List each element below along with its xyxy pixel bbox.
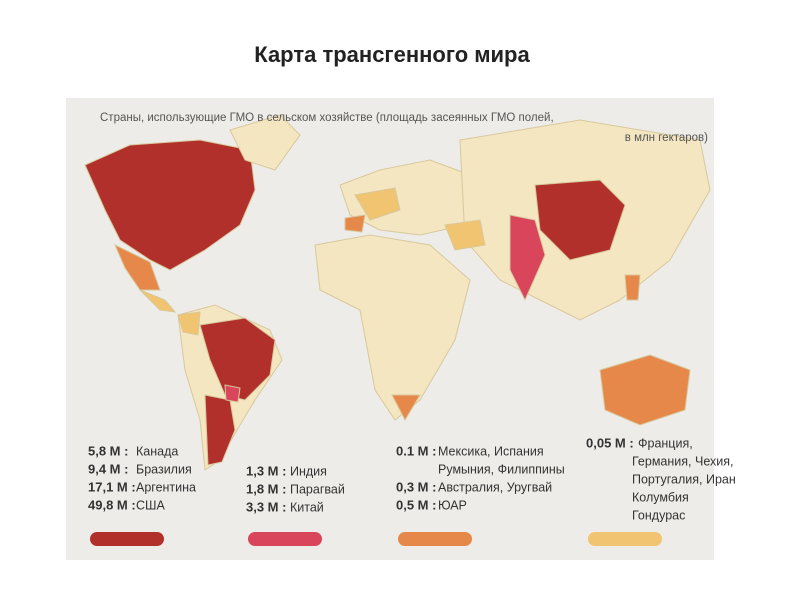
legend-countries: Румыния, Филиппины xyxy=(438,462,565,476)
legend-countries: Парагвай xyxy=(290,482,345,496)
legend-amount: 9,4 M : xyxy=(88,461,128,476)
legend-countries: Канада xyxy=(136,444,178,458)
paraguay xyxy=(224,384,241,403)
legend-countries: ЮАР xyxy=(438,498,467,512)
legend-countries: США xyxy=(136,498,165,512)
legend-swatch xyxy=(90,532,164,546)
legend-swatch xyxy=(588,532,662,546)
legend-amount: 0,5 M : xyxy=(396,497,436,512)
legend-swatch xyxy=(248,532,322,546)
greenland xyxy=(229,114,301,171)
legend-amount: 0,05 M : xyxy=(586,435,634,450)
legend-countries: Гондурас xyxy=(632,508,685,522)
legend-countries: Австралия, Уругвай xyxy=(438,480,552,494)
legend-amount: 0.1 M : xyxy=(396,443,436,458)
legend-countries: Португалия, Иран xyxy=(632,472,736,486)
legend-countries: Аргентина xyxy=(136,480,196,494)
china xyxy=(534,179,626,261)
map-caption: Страны, использующие ГМО в сельском хозя… xyxy=(100,112,554,124)
legend-amount: 5,8 M : xyxy=(88,443,128,458)
mexico xyxy=(114,243,161,291)
india xyxy=(509,214,546,302)
legend-countries: Франция, xyxy=(638,436,693,450)
legend-amount: 1,8 M : xyxy=(246,481,286,496)
legend-amount: 1,3 M : xyxy=(246,463,286,478)
australia xyxy=(599,354,691,426)
legend-countries: Германия, Чехия, xyxy=(632,454,733,468)
iran xyxy=(444,219,486,251)
central-america xyxy=(139,289,177,313)
legend-countries: Китай xyxy=(290,500,324,514)
legend-countries: Колумбия xyxy=(632,490,689,504)
legend-amount: 0,3 M : xyxy=(396,479,436,494)
philippines xyxy=(624,274,641,301)
legend-countries: Мексика, Испания xyxy=(438,444,544,458)
usa-canada xyxy=(84,139,256,271)
title: Карта трансгенного мира xyxy=(254,42,530,67)
south-africa xyxy=(391,394,421,422)
spain xyxy=(344,214,366,233)
legend-countries: Бразилия xyxy=(136,462,192,476)
legend-amount: 49,8 M : xyxy=(88,497,136,512)
map-caption: в млн гектаров) xyxy=(625,132,708,144)
legend-amount: 17,1 M : xyxy=(88,479,136,494)
legend-countries: Индия xyxy=(290,464,327,478)
legend-swatch xyxy=(398,532,472,546)
western-europe xyxy=(354,187,401,221)
colombia xyxy=(177,311,201,336)
brazil xyxy=(199,317,276,401)
legend-amount: 3,3 M : xyxy=(246,499,286,514)
africa xyxy=(314,234,471,421)
continents xyxy=(84,114,711,471)
